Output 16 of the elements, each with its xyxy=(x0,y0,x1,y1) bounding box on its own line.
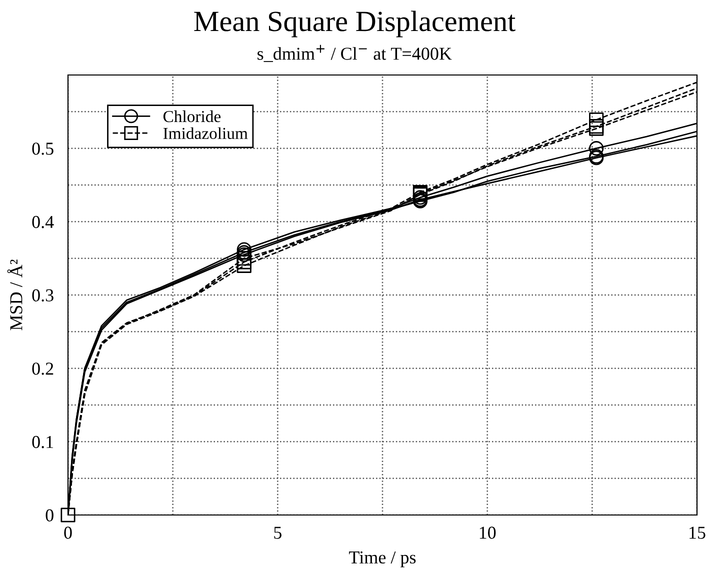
y-tick-label: 0.5 xyxy=(32,142,54,155)
x-axis-title: Time / ps xyxy=(349,551,416,568)
y-tick-label: 0.2 xyxy=(32,362,54,375)
y-tick-label: 0.1 xyxy=(32,436,54,448)
legend-label: Imidazolium xyxy=(163,127,248,140)
legend-label: Chloride xyxy=(163,110,221,122)
x-tick-label: 5 xyxy=(274,526,282,539)
x-tick-label: 10 xyxy=(480,526,496,539)
chart-subtitle: s_dmim$^{+}$ / Cl$^{−}$ at T=400K xyxy=(258,44,452,62)
y-tick-label: 0.3 xyxy=(32,289,54,302)
x-tick-label: 15 xyxy=(690,526,706,539)
y-tick-label: 0.4 xyxy=(32,216,54,228)
chart-title: Mean Square Displacement xyxy=(194,10,516,38)
y-axis-title: MSD / Å² xyxy=(7,260,22,330)
x-tick-label: 0 xyxy=(64,526,72,539)
y-tick-label: 0 xyxy=(46,509,54,522)
